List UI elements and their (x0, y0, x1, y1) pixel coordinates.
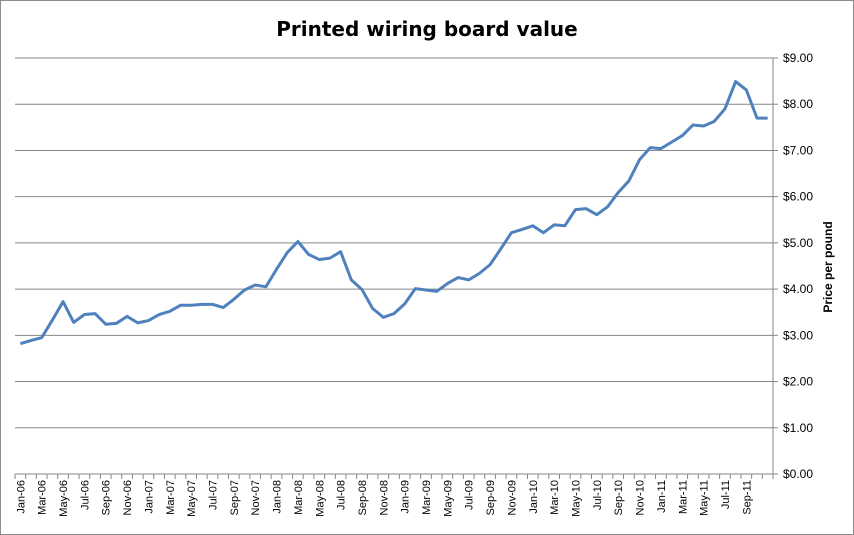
x-tick-label: Jul-10 (592, 480, 604, 510)
x-tick-label: Mar-06 (37, 480, 49, 515)
x-tick-label: Sep-10 (613, 480, 625, 515)
x-tick-label: Sep-09 (485, 480, 497, 515)
x-tick-label: May-09 (442, 480, 454, 517)
y-tick-label: $0.00 (783, 467, 813, 481)
x-tick-label: May-07 (186, 480, 198, 517)
x-tick-label: Jan-10 (528, 480, 540, 514)
y-tick-label: $3.00 (783, 328, 813, 342)
x-tick-label: May-08 (314, 480, 326, 517)
x-tick-label: Jul-11 (720, 480, 732, 509)
x-tick-label: Jan-06 (15, 480, 27, 514)
x-tick-label: Jul-09 (464, 480, 476, 510)
x-tick-label: Mar-07 (165, 480, 177, 515)
chart-title: Printed wiring board value (276, 17, 577, 41)
y-axis-label: Price per pound (821, 221, 835, 312)
x-tick-labels: Jan-06 Mar-06 May-06 Jul-06 Sep-06 Nov-06 Jan-… (15, 480, 753, 517)
x-tick-label: May-11 (699, 480, 711, 516)
x-tick-label: Jan-09 (400, 480, 412, 514)
y-tick-label: $1.00 (783, 421, 813, 435)
x-tick-label: Nov-06 (122, 480, 134, 515)
y-tick-label: $6.00 (783, 190, 813, 204)
x-tick-label: Jan-08 (272, 480, 284, 514)
x-tick-label: Jul-08 (336, 480, 348, 510)
y-tick-label: $2.00 (783, 375, 813, 389)
x-tick-label: Jul-07 (208, 480, 220, 510)
series-line (19, 80, 768, 346)
x-tick-label: Mar-09 (421, 480, 433, 515)
x-tick-label: Nov-10 (635, 480, 647, 515)
y-tick-label: $7.00 (783, 143, 813, 157)
x-tick-label: Sep-06 (101, 480, 113, 515)
x-tick-label: Nov-07 (250, 480, 262, 515)
gridlines (15, 57, 773, 475)
x-tick-label: Sep-11 (741, 480, 753, 515)
x-tick-label: Nov-08 (378, 480, 390, 515)
x-tick-label: Mar-10 (549, 480, 561, 515)
x-tick-label: Nov-09 (506, 480, 518, 515)
y-tick-labels: $0.00 $1.00 $2.00 $3.00 $4.00 $5.00 $6.00 $7.00… (783, 51, 813, 481)
x-tick-label: Jan-11 (656, 480, 668, 513)
x-tick-label: Sep-07 (229, 480, 241, 515)
x-tick-label: Mar-11 (677, 480, 689, 514)
y-tick-label: $8.00 (783, 97, 813, 111)
y-tick-label: $9.00 (783, 51, 813, 65)
x-tick-label: Jul-06 (79, 480, 91, 510)
x-tick-label: Jan-07 (143, 480, 155, 514)
x-tick-label: Mar-08 (293, 480, 305, 515)
y-tick-label: $4.00 (783, 282, 813, 296)
x-tick-label: May-10 (570, 480, 582, 517)
axes (14, 57, 778, 479)
y-tick-label: $5.00 (783, 236, 813, 250)
x-tick-label: Sep-08 (357, 480, 369, 515)
x-tick-label: May-06 (58, 480, 70, 517)
